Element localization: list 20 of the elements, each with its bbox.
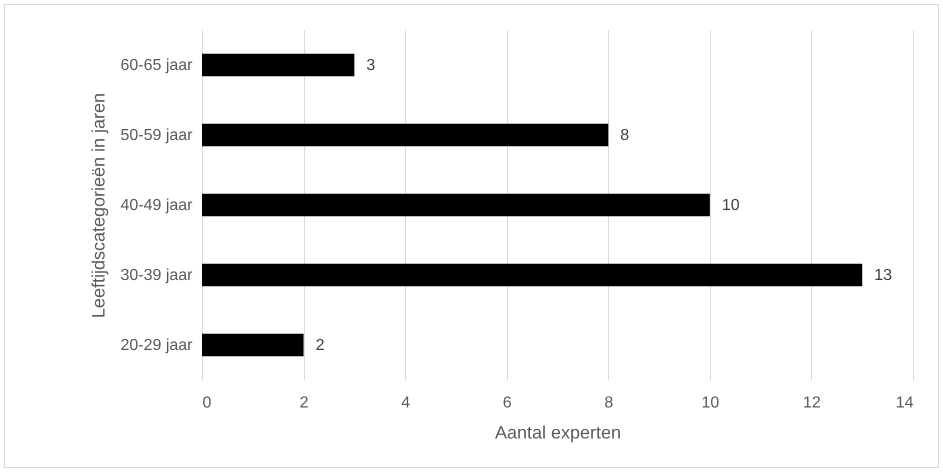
y-tick-label: 40-49 jaar — [120, 197, 194, 214]
x-tick-label: 6 — [502, 394, 512, 412]
y-tick-label: 60-65 jaar — [120, 57, 194, 74]
x-tick-label: 14 — [896, 394, 914, 412]
x-tick-label: 10 — [701, 394, 720, 412]
x-axis-title: Aantal experten — [494, 422, 622, 442]
y-tick-label: 50-59 jaar — [120, 127, 194, 144]
data-label: 8 — [620, 127, 630, 144]
data-label: 13 — [874, 267, 892, 284]
x-tick-label: 0 — [202, 394, 212, 412]
x-tick-label: 8 — [604, 394, 614, 412]
y-axis-title: Leeftijdscategorieën in jaren — [88, 92, 108, 318]
x-tick-label: 2 — [300, 394, 309, 412]
y-tick-label: 20-29 jaar — [120, 337, 194, 354]
data-label: 3 — [366, 57, 376, 74]
data-label: 10 — [722, 197, 740, 214]
data-label: 2 — [316, 337, 325, 354]
x-tick-label: 4 — [401, 394, 410, 412]
y-tick-label: 30-39 jaar — [120, 267, 194, 284]
x-tick-label: 12 — [803, 394, 821, 412]
